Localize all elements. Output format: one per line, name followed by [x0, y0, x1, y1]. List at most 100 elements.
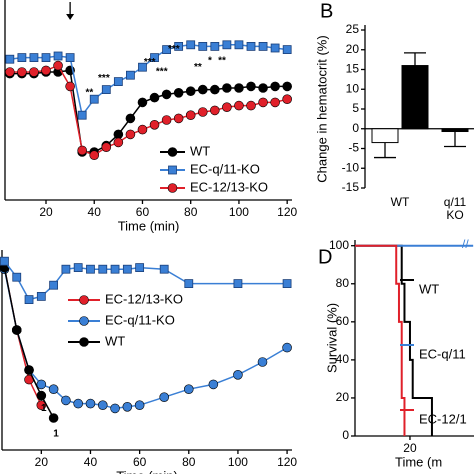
data-point: [159, 392, 170, 403]
annotation: **: [218, 55, 226, 66]
y-axis-label: Survival (%): [324, 303, 339, 373]
legend-label: EC-q/11-KO: [105, 312, 175, 327]
x-axis-label: Time (min): [118, 218, 180, 233]
legend-marker: [167, 183, 178, 193]
x-tick-label: 20: [403, 441, 417, 455]
legend-label: WT: [190, 143, 210, 158]
data-point: [246, 81, 256, 92]
data-point: [122, 264, 132, 274]
data-point: [11, 325, 22, 335]
y-tick-label: 20: [336, 390, 350, 404]
data-point: [198, 42, 208, 51]
y-tick-label: 40: [336, 352, 350, 366]
data-point: [185, 86, 196, 96]
panel-label: D: [318, 246, 332, 268]
data-point: [122, 401, 133, 412]
x-tick-label: 100: [228, 455, 248, 469]
data-point: [53, 60, 63, 71]
data-point: [5, 54, 15, 64]
data-point: [97, 400, 108, 411]
y-tick-label: 80: [336, 276, 350, 290]
data-point: [12, 272, 22, 282]
x-tick-label: 40: [88, 205, 102, 219]
series-line: [3, 267, 55, 419]
data-point: [110, 264, 120, 274]
legend-marker: [79, 316, 89, 326]
data-point: [222, 40, 232, 50]
legend-marker: [167, 147, 178, 157]
x-tick-label: 80: [184, 205, 198, 219]
x-tick-label: 20: [39, 205, 53, 219]
data-point: [138, 62, 147, 72]
data-point: [113, 137, 124, 148]
data-point: [73, 398, 83, 409]
y-tick-label: 100: [329, 238, 349, 252]
data-point: [17, 67, 27, 77]
data-point: [197, 107, 208, 117]
data-point: [110, 403, 120, 414]
x-tick-label: 120: [277, 205, 297, 219]
x-tick-label: 40: [84, 455, 98, 469]
data-point: [258, 83, 268, 93]
data-point: [186, 40, 196, 50]
data-point: [150, 53, 159, 62]
data-point: [185, 110, 196, 120]
data-point: [41, 53, 51, 62]
data-point: [162, 45, 171, 54]
legend-label: EC-q/11-KO: [190, 161, 260, 176]
data-point: [282, 45, 292, 54]
data-point: [113, 77, 123, 86]
panel-label: B: [320, 0, 333, 22]
data-point: [0, 256, 9, 266]
data-point: [222, 102, 232, 112]
data-point: [61, 395, 71, 406]
y-tick-label: 0: [352, 121, 359, 135]
x-tick-label: 100: [229, 205, 249, 219]
data-point: [183, 384, 194, 395]
data-point: [89, 94, 99, 104]
y-tick-label: -5: [348, 141, 359, 155]
annotation: 1: [41, 403, 47, 414]
data-point: [197, 84, 208, 95]
y-tick-label: 25: [346, 22, 360, 36]
bar: [371, 128, 399, 144]
y-tick-label: -10: [342, 160, 360, 174]
x-tick-label: 60: [136, 205, 150, 219]
data-point: [258, 42, 268, 51]
data-point: [184, 279, 194, 289]
data-point: [101, 85, 111, 94]
data-point: [149, 92, 160, 103]
x-tick-label: 20: [35, 455, 49, 469]
annotation: ***: [98, 73, 110, 84]
y-tick-label: 0: [342, 428, 349, 442]
data-point: [270, 43, 280, 53]
annotation: ***: [156, 67, 168, 78]
x-axis-label: Time (m: [395, 454, 442, 469]
data-point: [174, 42, 184, 51]
data-point: [210, 105, 220, 116]
y-tick-label: 20: [346, 42, 360, 56]
data-point: [234, 40, 244, 50]
series-line: [3, 269, 288, 410]
data-point: [17, 53, 27, 62]
data-point: [257, 357, 268, 367]
data-point: [246, 100, 256, 111]
data-point: [73, 263, 83, 273]
data-point: [85, 398, 96, 409]
data-point: [98, 264, 108, 274]
data-point: [53, 51, 63, 61]
data-point: [49, 280, 59, 290]
data-point: [77, 145, 87, 156]
data-point: [36, 390, 47, 401]
legend-label: EC-12/13-KO: [105, 291, 183, 306]
data-point: [24, 365, 34, 375]
data-point: [234, 83, 244, 93]
data-point: [29, 67, 39, 77]
y-tick-label: 15: [346, 62, 360, 76]
x-tick-label: WT: [390, 195, 410, 209]
data-point: [208, 379, 219, 390]
series-line: [3, 260, 288, 301]
bar: [441, 128, 469, 133]
legend-label: WT: [105, 333, 125, 348]
